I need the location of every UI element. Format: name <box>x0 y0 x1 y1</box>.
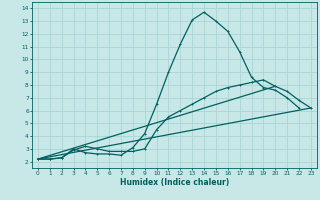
X-axis label: Humidex (Indice chaleur): Humidex (Indice chaleur) <box>120 178 229 187</box>
